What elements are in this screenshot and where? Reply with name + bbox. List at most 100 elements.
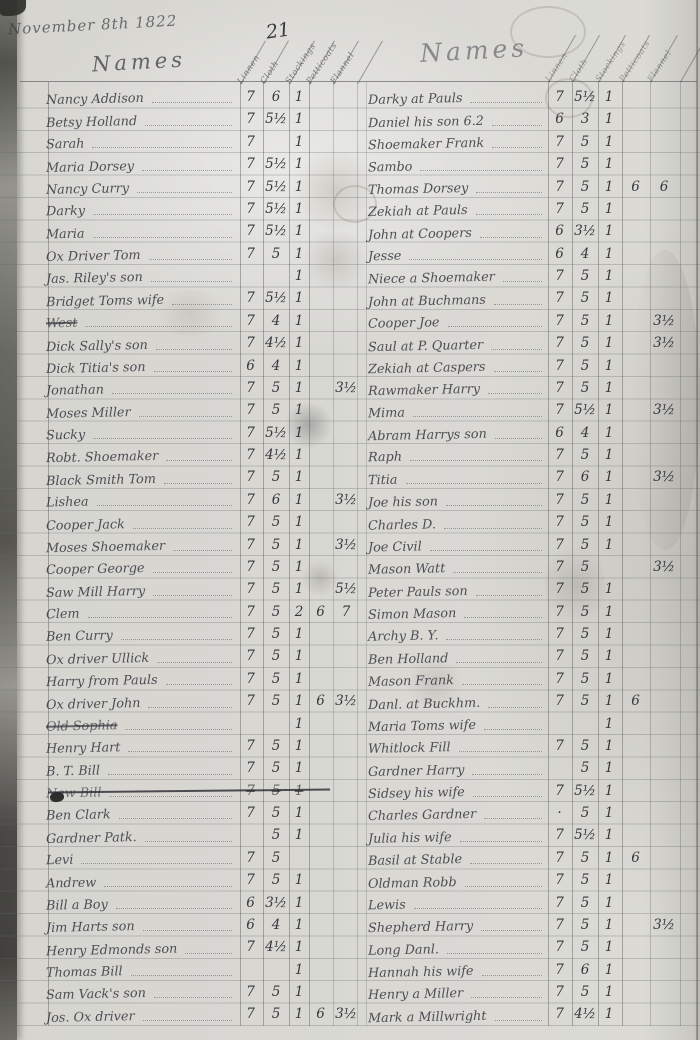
dotted-leader [453, 572, 542, 574]
dotted-leader [502, 281, 542, 283]
value-cell: 1 [604, 827, 614, 844]
column-rule [366, 82, 367, 1026]
value-cell: 1 [604, 268, 614, 284]
value-cell [263, 959, 289, 981]
value-cell [549, 713, 570, 735]
ledger-row: Gardner Patk. 5 1 [20, 824, 360, 846]
value-cell: 5 [580, 335, 590, 352]
entry-name: Raph [367, 450, 403, 466]
value-cell: 5 [271, 581, 281, 598]
dotted-leader [481, 975, 542, 976]
value-cell [623, 355, 648, 377]
column-rule [309, 82, 310, 1026]
value-cell: 7 [246, 984, 255, 1000]
value-cell [309, 869, 332, 891]
value-cell: 5 [271, 849, 281, 866]
value-cell: 1 [294, 223, 304, 240]
value-cell [623, 489, 648, 511]
value-cell: 5½ [265, 178, 287, 195]
value-cell [309, 824, 332, 846]
value-cell: 7 [246, 872, 255, 889]
value-cell [650, 108, 678, 130]
value-cell: 6 [555, 245, 564, 262]
value-cell: 7 [555, 491, 564, 508]
entry-name: Jos. Ox driver [45, 1008, 135, 1026]
value-cell [333, 86, 359, 108]
value-cell: 7 [246, 424, 255, 441]
value-cell [650, 601, 678, 623]
entry-name: Sidsey his wife [367, 784, 465, 803]
dotted-leader [459, 840, 542, 842]
value-cell: 1 [294, 626, 304, 642]
value-cell [309, 847, 332, 869]
value-cell: 3½ [653, 402, 675, 419]
column-rule [680, 82, 681, 1026]
entry-name: Bridget Toms wife [45, 292, 165, 310]
value-cell: 7 [246, 290, 255, 307]
value-cell [650, 355, 678, 377]
entry-name: Julia his wife [367, 829, 452, 847]
dotted-leader [85, 326, 232, 328]
value-cell [333, 444, 359, 466]
dotted-leader [173, 549, 232, 551]
value-cell: 7 [246, 111, 255, 128]
value-cell: 1 [294, 558, 304, 575]
entry-name: Basil at Stable [367, 852, 463, 870]
value-cell: 7 [555, 514, 564, 531]
value-cell: 7 [555, 581, 564, 598]
value-cell [650, 444, 678, 466]
value-cell [650, 757, 678, 779]
value-cell: 6 [631, 693, 640, 710]
value-cell: 1 [294, 178, 304, 195]
column-rule [48, 82, 49, 1026]
value-cell: 5 [271, 737, 281, 754]
value-cell: 5 [580, 670, 590, 687]
value-cell [623, 914, 648, 936]
value-cell [650, 892, 678, 914]
entry-name: Betsy Holland [45, 113, 138, 131]
value-cell: 1 [294, 1006, 304, 1023]
dotted-leader [166, 460, 232, 462]
value-cell [333, 310, 359, 332]
value-cell [333, 153, 359, 175]
value-cell: 1 [604, 133, 614, 150]
value-cell: 1 [604, 156, 614, 173]
value-cell: 7 [555, 558, 564, 575]
value-cell: 1 [294, 827, 304, 844]
value-cell: 7 [246, 514, 255, 531]
column-rule [240, 82, 241, 1026]
dotted-leader [443, 527, 542, 529]
value-cell: 6 [555, 424, 564, 441]
ledger-row: Sucky 7 5½ 1 [20, 422, 360, 444]
ledger-row: Ox driver John 7 5 1 6 3½ [20, 690, 360, 712]
value-cell: 6 [246, 916, 255, 933]
dotted-leader [128, 751, 232, 753]
entry-name: Mark a Millwright [367, 1008, 487, 1026]
value-cell: 1 [294, 693, 304, 710]
value-cell: 1 [294, 200, 304, 217]
value-cell: 5½ [265, 223, 287, 240]
value-cell [623, 444, 648, 466]
dotted-leader [492, 147, 542, 149]
entry-name: Ox driver John [45, 695, 141, 713]
value-cell [650, 243, 678, 265]
value-cell: 7 [246, 805, 255, 821]
entry-name: Sam Vack's son [45, 986, 147, 1004]
value-cell: 1 [604, 693, 614, 710]
value-cell: 5 [271, 805, 281, 821]
value-cell [309, 578, 332, 600]
value-cell: 5 [580, 581, 590, 598]
entry-name: Dick Titia's son [45, 359, 146, 377]
value-cell [309, 131, 332, 153]
ring-stain [333, 185, 377, 223]
value-cell: 5 [580, 200, 590, 217]
value-cell [623, 668, 648, 690]
value-cell [309, 757, 332, 779]
ledger-row: Henry Hart 7 5 1 [20, 735, 360, 757]
value-cell [623, 824, 648, 846]
value-cell: 7 [246, 89, 255, 105]
value-cell: 1 [604, 111, 614, 128]
dotted-leader [108, 773, 232, 775]
dotted-leader [470, 863, 542, 865]
entry-name: John at Buchmans [367, 292, 487, 310]
